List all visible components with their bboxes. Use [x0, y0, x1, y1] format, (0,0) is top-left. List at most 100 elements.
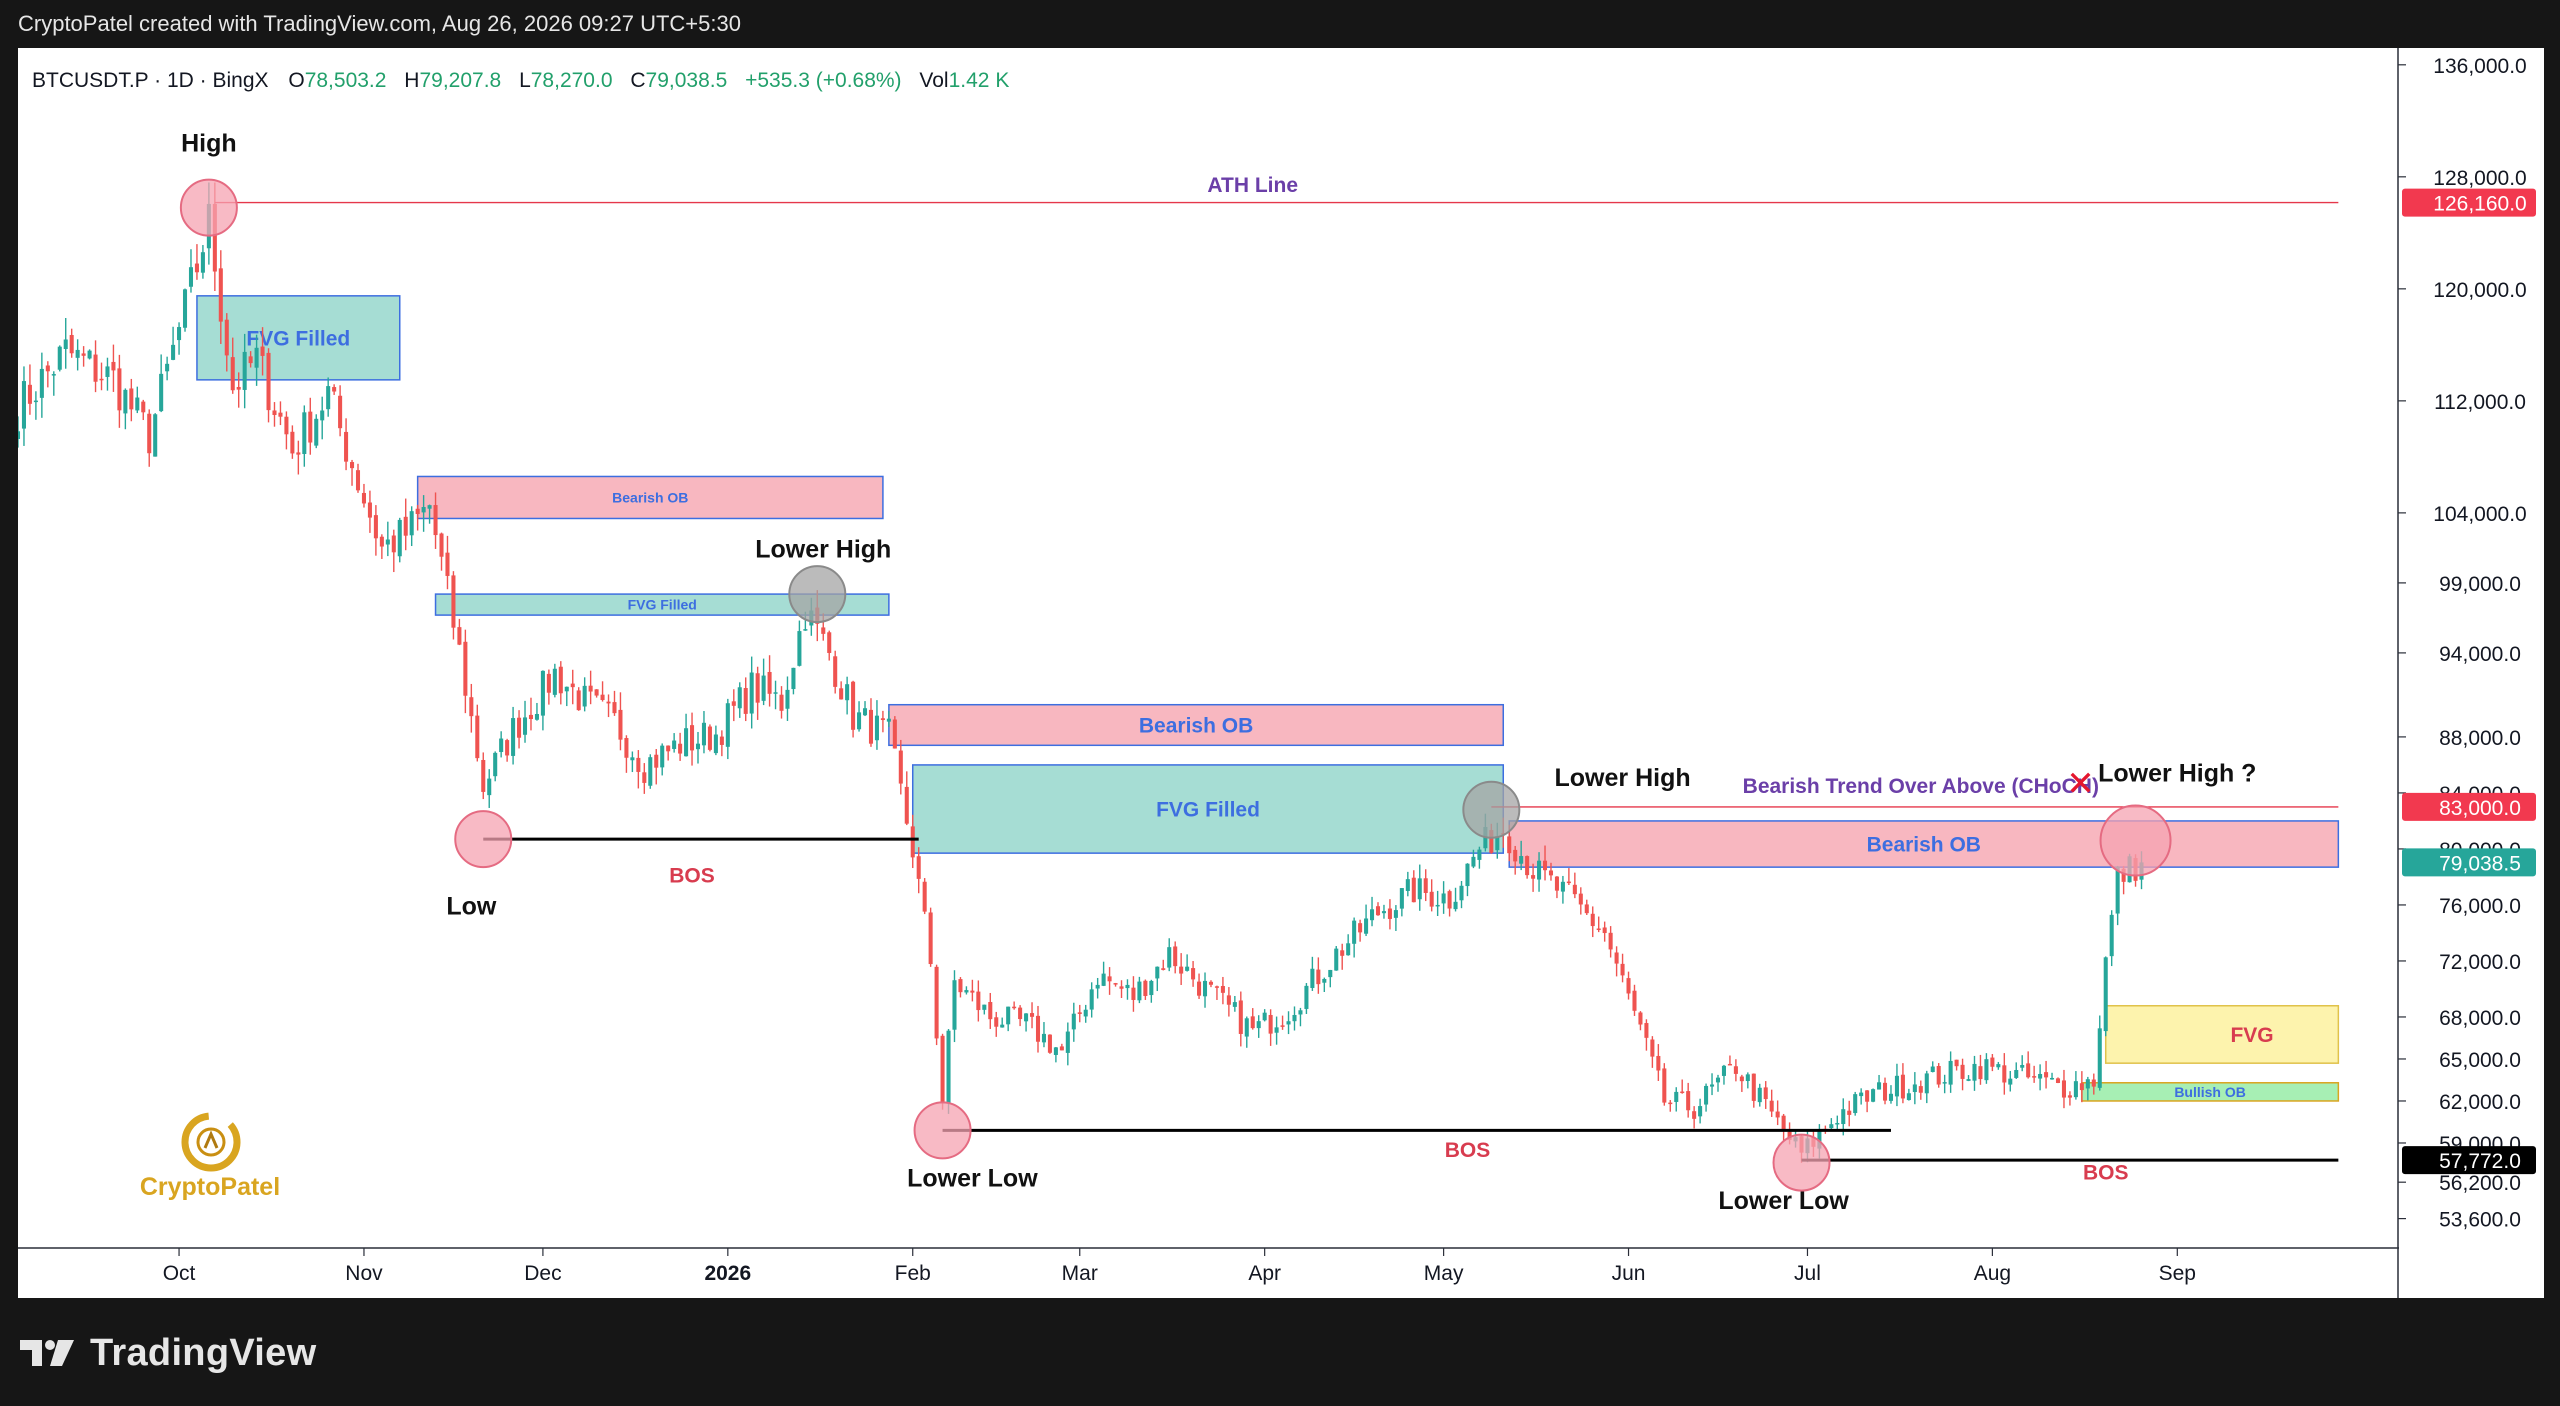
low-value: 78,270.0 — [531, 69, 613, 92]
y-tick-label: 99,000.0 — [2439, 573, 2521, 596]
price-tag-label: 83,000.0 — [2439, 797, 2521, 820]
candle-body — [367, 502, 372, 518]
fvg-zone-feb[interactable] — [911, 764, 1505, 854]
candle-body — [338, 395, 343, 429]
candle-body — [385, 539, 390, 545]
lower-low-feb-marker[interactable] — [913, 1101, 972, 1160]
candle-body — [1381, 911, 1386, 914]
chart-caption: CryptoPatel created with TradingView.com… — [18, 11, 741, 36]
candle-body — [266, 352, 271, 411]
candle-body — [1191, 968, 1196, 980]
candle-body — [1417, 878, 1422, 900]
candle-body — [194, 263, 199, 273]
candle-body — [481, 759, 486, 792]
price-chart[interactable]: FVG Filled Bearish OB FVG Filled Bearish OB… — [18, 48, 2544, 1298]
candle-body — [1310, 968, 1315, 988]
candle-body — [427, 505, 432, 509]
candle-body — [1173, 946, 1178, 967]
candle-body — [1226, 995, 1231, 1005]
candle-body — [1340, 950, 1345, 956]
chart-frame[interactable]: FVG Filled Bearish OB FVG Filled Bearish OB… — [18, 48, 2544, 1298]
candle-body — [1059, 1046, 1064, 1051]
price-tag — [2402, 188, 2536, 217]
tradingview-footer[interactable]: TradingView — [18, 1318, 316, 1388]
candle-body — [1930, 1066, 1935, 1073]
high-value: 79,207.8 — [419, 69, 501, 92]
candle-body — [1053, 1047, 1058, 1055]
candle-body — [135, 397, 140, 411]
candle-body — [177, 327, 182, 341]
candle-body — [1835, 1122, 1840, 1125]
open-value: 78,503.2 — [305, 69, 387, 92]
lower-low-jul-marker[interactable] — [1772, 1133, 1831, 1192]
fvg-zone-aug-label: FVG — [2230, 1024, 2273, 1047]
candle-body — [916, 856, 921, 879]
candle-body — [910, 826, 915, 858]
candle-body — [576, 690, 581, 711]
candle-body — [2014, 1070, 2019, 1078]
label-lower-high-may: Lower High — [1555, 764, 1691, 792]
candle-body — [773, 692, 778, 694]
candle-body — [648, 757, 653, 786]
candle-body — [117, 368, 122, 411]
candle-body — [1918, 1086, 1923, 1093]
fvg-zone-aug[interactable] — [2104, 1005, 2340, 1064]
candle-body — [1268, 1014, 1273, 1034]
candle-body — [1877, 1082, 1882, 1090]
candle-body — [1077, 1012, 1082, 1014]
lower-high-jan-marker[interactable] — [788, 565, 847, 624]
fvg-zone-nov[interactable] — [434, 593, 890, 616]
bearish-ob-nov[interactable] — [416, 475, 884, 520]
bearish-ob-nov-label: Bearish OB — [612, 490, 688, 506]
candle-body — [1471, 856, 1476, 867]
candle-body — [952, 980, 957, 1030]
candle-body — [314, 418, 319, 446]
candle-body — [1668, 1102, 1673, 1105]
candle-body — [1352, 920, 1357, 944]
candle-body — [1035, 1015, 1041, 1042]
candle-body — [862, 708, 868, 716]
close-value: 79,038.5 — [646, 69, 728, 92]
candle-body — [212, 203, 217, 272]
candle-body — [409, 511, 414, 536]
candle-body — [1250, 1016, 1255, 1029]
candle-body — [1632, 990, 1637, 1011]
candle-body — [1948, 1060, 1953, 1085]
candle-body — [1262, 1012, 1267, 1021]
candle-body — [1721, 1065, 1726, 1076]
candle-body — [1447, 891, 1452, 909]
y-tick-label: 76,000.0 — [2439, 895, 2521, 918]
y-tick-label: 65,000.0 — [2439, 1049, 2521, 1072]
candle-body — [1131, 987, 1136, 1000]
candle-body — [1119, 986, 1124, 989]
low-marker[interactable] — [454, 810, 513, 869]
candle-body — [2097, 1028, 2102, 1088]
candle-body — [1071, 1013, 1076, 1030]
candle-body — [1232, 1002, 1237, 1007]
candle-body — [224, 319, 229, 356]
candle-body — [433, 505, 438, 536]
candle-body — [517, 717, 522, 738]
candle-body — [63, 339, 68, 349]
candle-body — [1936, 1066, 1941, 1085]
candle-body — [1960, 1064, 1965, 1079]
candle-body — [833, 656, 838, 687]
candle-body — [1990, 1057, 1995, 1067]
candle-body — [761, 675, 766, 701]
candle-body — [463, 641, 468, 696]
candle-body — [379, 536, 384, 547]
x-tick-label: Jul — [1794, 1262, 1821, 1285]
fvg-zone-feb-label: FVG Filled — [1156, 799, 1260, 822]
bearish-ob-may[interactable] — [1508, 820, 2340, 868]
lower-high-aug-marker[interactable] — [2099, 804, 2172, 877]
candle-body — [1101, 973, 1106, 986]
high-marker[interactable] — [179, 178, 238, 237]
candle-body — [445, 552, 450, 576]
candle-body — [1244, 1018, 1249, 1037]
price-tag-label: 57,772.0 — [2439, 1150, 2521, 1173]
price-scale[interactable] — [2399, 48, 2544, 1298]
candle-body — [1047, 1034, 1052, 1053]
candle-body — [636, 757, 641, 772]
bearish-ob-feb-label: Bearish OB — [1139, 715, 1253, 738]
lower-high-may-marker[interactable] — [1462, 780, 1521, 839]
